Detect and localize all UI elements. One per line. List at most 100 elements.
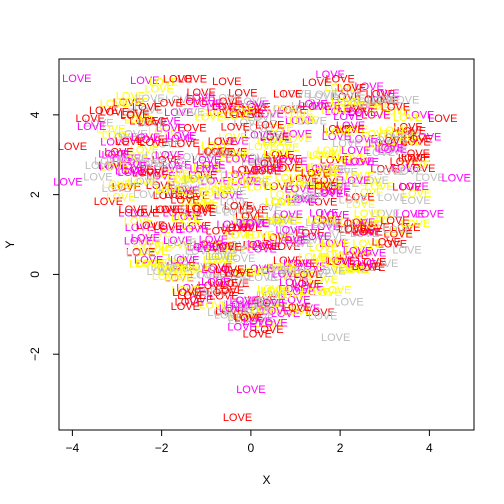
x-axis: −4 −2 0 2 4: [66, 429, 433, 455]
data-point: LOVE: [244, 165, 273, 177]
data-point: LOVE: [285, 115, 314, 127]
data-point: LOVE: [170, 185, 199, 197]
data-point: LOVE: [207, 255, 236, 267]
data-point: LOVE: [278, 283, 307, 295]
data-point: LOVE: [158, 257, 187, 269]
data-point: LOVE: [118, 207, 147, 219]
data-point: LOVE: [308, 91, 337, 103]
data-point: LOVE: [132, 101, 161, 113]
data-point: LOVE: [177, 123, 206, 135]
data-point: LOVE: [221, 122, 250, 134]
data-point: LOVE: [352, 261, 381, 273]
data-point: LOVE: [255, 163, 284, 175]
data-point: LOVE: [361, 109, 390, 121]
data-point: LOVE: [265, 150, 294, 162]
data-point: LOVE: [146, 170, 175, 182]
data-point: LOVE: [152, 155, 181, 167]
data-point: LOVE: [186, 261, 215, 273]
data-point: LOVE: [165, 94, 194, 106]
data-point: LOVE: [255, 298, 284, 310]
data-point: LOVE: [96, 123, 125, 135]
data-point: LOVE: [277, 290, 306, 302]
data-point: LOVE: [220, 278, 249, 290]
data-point: LOVE: [271, 197, 300, 209]
data-point: LOVE: [294, 269, 323, 281]
data-point: LOVE: [170, 262, 199, 274]
data-point: LOVE: [239, 267, 268, 279]
data-point: LOVE: [205, 148, 234, 160]
data-point: LOVE: [262, 305, 291, 317]
data-point: LOVE: [162, 159, 191, 171]
data-point: LOVE: [232, 176, 261, 188]
data-point: LOVE: [332, 91, 361, 103]
data-point: LOVE: [257, 284, 286, 296]
data-point: LOVE: [224, 243, 253, 255]
data-point: LOVE: [264, 196, 293, 208]
data-point: LOVE: [355, 81, 384, 93]
data-point: LOVE: [226, 153, 255, 165]
data-point: LOVE: [314, 188, 343, 200]
x-axis-label: X: [262, 473, 270, 487]
data-point: LOVE: [284, 238, 313, 250]
data-point: LOVE: [163, 208, 192, 220]
data-point: LOVE: [152, 271, 181, 283]
data-point: LOVE: [378, 132, 407, 144]
data-point: LOVE: [158, 204, 187, 216]
data-point: LOVE: [219, 136, 248, 148]
data-point: LOVE: [236, 384, 265, 396]
data-point: LOVE: [339, 250, 368, 262]
data-point: LOVE: [221, 148, 250, 160]
data-point: LOVE: [162, 239, 191, 251]
data-point: LOVE: [119, 204, 148, 216]
data-point: LOVE: [220, 178, 249, 190]
data-point: LOVE: [295, 191, 324, 203]
data-point: LOVE: [247, 239, 276, 251]
data-point: LOVE: [183, 265, 212, 277]
data-point: LOVE: [298, 115, 327, 127]
data-point: LOVE: [252, 241, 281, 253]
data-point: LOVE: [124, 165, 153, 177]
data-point: LOVE: [353, 101, 382, 113]
data-point: LOVE: [362, 128, 391, 140]
data-point: LOVE: [151, 262, 180, 274]
data-point: LOVE: [337, 82, 366, 94]
data-point: LOVE: [322, 181, 351, 193]
data-point: LOVE: [263, 148, 292, 160]
data-point: LOVE: [136, 134, 165, 146]
data-point: LOVE: [127, 177, 156, 189]
data-point: LOVE: [301, 168, 330, 180]
data-point: LOVE: [212, 93, 241, 105]
data-point: LOVE: [193, 98, 222, 110]
data-point: LOVE: [289, 115, 318, 127]
data-point: LOVE: [175, 183, 204, 195]
data-point: LOVE: [212, 242, 241, 254]
data-point: LOVE: [154, 224, 183, 236]
data-point: LOVE: [244, 305, 273, 317]
data-point: LOVE: [378, 135, 407, 147]
data-point: LOVE: [224, 268, 253, 280]
data-point: LOVE: [346, 199, 375, 211]
data-point: LOVE: [172, 221, 201, 233]
data-point: LOVE: [392, 182, 421, 194]
data-point: LOVE: [152, 138, 181, 150]
data-point: LOVE: [303, 268, 332, 280]
data-point: LOVE: [213, 96, 242, 108]
data-point: LOVE: [305, 163, 334, 175]
data-point: LOVE: [200, 188, 229, 200]
data-point: LOVE: [132, 168, 161, 180]
data-point: LOVE: [275, 173, 304, 185]
data-point: LOVE: [398, 153, 427, 165]
data-point: LOVE: [370, 134, 399, 146]
data-point: LOVE: [309, 150, 338, 162]
data-point: LOVE: [153, 221, 182, 233]
data-point: LOVE: [309, 89, 338, 101]
data-point: LOVE: [163, 73, 192, 85]
data-point: LOVE: [266, 211, 295, 223]
data-point: LOVE: [266, 104, 295, 116]
data-point: LOVE: [298, 251, 327, 263]
data-point: LOVE: [352, 227, 381, 239]
data-point: LOVE: [120, 109, 149, 121]
data-point: LOVE: [145, 150, 174, 162]
data-point: LOVE: [291, 100, 320, 112]
data-point: LOVE: [94, 156, 123, 168]
